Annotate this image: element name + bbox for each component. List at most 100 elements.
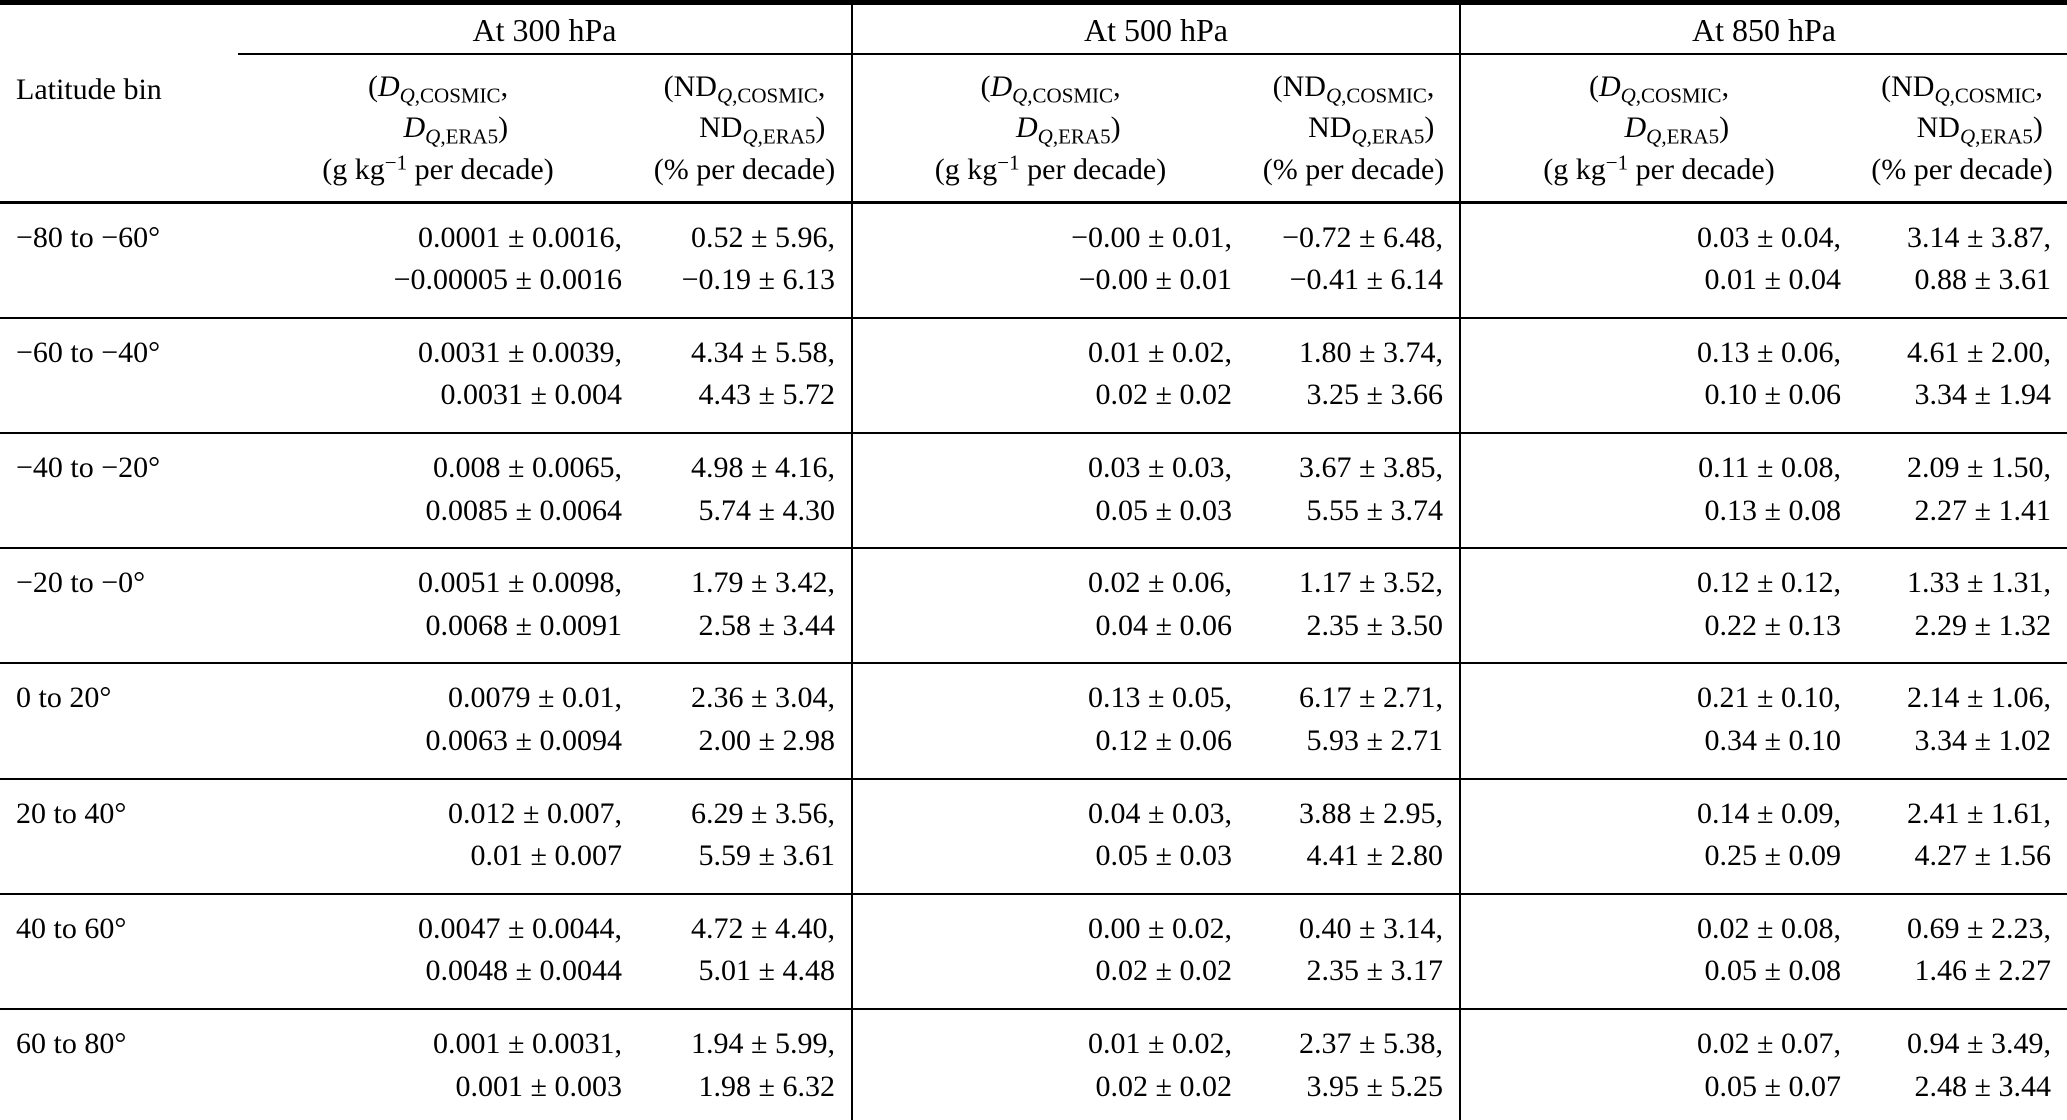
table-header: At 300 hPa At 500 hPa At 850 hPa Latitud… — [0, 2, 2067, 204]
era5-value: 0.04 ± 0.06 — [1095, 608, 1232, 642]
value-cell: 3.88 ± 2.95, 4.41 ± 2.80 — [1248, 778, 1460, 895]
era5-value: 3.34 ± 1.02 — [1914, 724, 2051, 758]
value-cell: 4.98 ± 4.16, 5.74 ± 4.30 — [638, 433, 852, 550]
cosmic-value: 0.13 ± 0.06, — [1697, 335, 1841, 369]
table-row: 60 to 80° 0.001 ± 0.0031, 0.001 ± 0.003 1.9… — [0, 1009, 2067, 1120]
latitude-bin: −60 to −40° — [0, 317, 238, 435]
cosmic-value: 0.01 ± 0.02, — [1088, 335, 1232, 369]
cosmic-value: 1.94 ± 5.99, — [691, 1027, 835, 1060]
value-cell: 0.03 ± 0.04, 0.01 ± 0.04 — [1459, 202, 1857, 319]
cosmic-value: 3.67 ± 3.85, — [1299, 451, 1443, 485]
cosmic-value: 0.12 ± 0.12, — [1697, 566, 1841, 600]
era5-value: 3.25 ± 3.66 — [1306, 378, 1443, 412]
cosmic-value: 0.001 ± 0.0031, — [433, 1027, 622, 1060]
nd-symbol-pair: (NDQ,COSMIC, NDQ,ERA5) — [1272, 70, 1435, 148]
era5-value: 0.10 ± 0.06 — [1704, 378, 1841, 412]
col-header-nd-300: (NDQ,COSMIC, NDQ,ERA5) (% per decade) — [638, 54, 852, 204]
value-cell: 0.94 ± 3.49, 2.48 ± 3.44 — [1857, 1009, 2067, 1120]
value-cell: 0.02 ± 0.08, 0.05 ± 0.08 — [1459, 893, 1857, 1011]
era5-value: 0.0031 ± 0.004 — [440, 378, 622, 412]
cosmic-value: 0.02 ± 0.06, — [1088, 566, 1232, 600]
latitude-bin: 20 to 40° — [0, 778, 238, 895]
cosmic-value: 4.98 ± 4.16, — [691, 451, 835, 485]
value-cell: 0.0031 ± 0.0039, 0.0031 ± 0.004 — [238, 317, 638, 435]
value-cell: 0.02 ± 0.06, 0.04 ± 0.06 — [851, 548, 1248, 665]
value-cell: 0.01 ± 0.02, 0.02 ± 0.02 — [851, 1009, 1248, 1120]
group-header-850hpa: At 850 hPa — [1459, 2, 2067, 56]
value-cell: 0.03 ± 0.03, 0.05 ± 0.03 — [851, 433, 1248, 550]
col-header-d-850: (DQ,COSMIC, DQ,ERA5) (g kg−1 per decade) — [1459, 54, 1857, 204]
table-row: 20 to 40° 0.012 ± 0.007, 0.01 ± 0.007 6.29 … — [0, 778, 2067, 895]
value-cell: 1.94 ± 5.99, 1.98 ± 6.32 — [638, 1009, 852, 1120]
value-cell: 0.0001 ± 0.0016, −0.00005 ± 0.0016 — [238, 202, 638, 319]
cosmic-value: 0.012 ± 0.007, — [448, 796, 622, 830]
era5-value: 0.13 ± 0.08 — [1704, 493, 1841, 527]
latitude-bin: 0 to 20° — [0, 663, 238, 780]
era5-value: 0.01 ± 0.04 — [1704, 263, 1841, 297]
era5-value: 4.27 ± 1.56 — [1914, 839, 2051, 873]
cosmic-value: 2.14 ± 1.06, — [1907, 681, 2051, 715]
latitude-bin: −40 to −20° — [0, 433, 238, 550]
value-cell: 0.21 ± 0.10, 0.34 ± 0.10 — [1459, 663, 1857, 780]
cosmic-value: 2.36 ± 3.04, — [691, 681, 835, 715]
cosmic-value: 0.02 ± 0.07, — [1697, 1027, 1841, 1060]
era5-value: 2.27 ± 1.41 — [1914, 493, 2051, 527]
era5-value: 0.02 ± 0.02 — [1095, 954, 1232, 988]
era5-value: 2.35 ± 3.50 — [1306, 608, 1443, 642]
value-cell: 0.0079 ± 0.01, 0.0063 ± 0.0094 — [238, 663, 638, 780]
era5-value: 0.25 ± 0.09 — [1704, 839, 1841, 873]
era5-value: 0.12 ± 0.06 — [1095, 724, 1232, 758]
value-cell: 2.09 ± 1.50, 2.27 ± 1.41 — [1857, 433, 2067, 550]
era5-value: −0.00005 ± 0.0016 — [393, 263, 622, 297]
cosmic-value: 1.79 ± 3.42, — [691, 566, 835, 600]
cosmic-value: −0.72 ± 6.48, — [1282, 220, 1443, 254]
nd-units: (% per decade) — [1262, 153, 1445, 187]
value-cell: 2.41 ± 1.61, 4.27 ± 1.56 — [1857, 778, 2067, 895]
value-cell: 6.29 ± 3.56, 5.59 ± 3.61 — [638, 778, 852, 895]
era5-value: 0.02 ± 0.02 — [1095, 1069, 1232, 1103]
value-cell: 3.14 ± 3.87, 0.88 ± 3.61 — [1857, 202, 2067, 319]
latitude-bin: 40 to 60° — [0, 893, 238, 1011]
group-header-label: At 500 hPa — [1084, 12, 1228, 48]
cosmic-value: 0.52 ± 5.96, — [691, 220, 835, 254]
value-cell: 3.67 ± 3.85, 5.55 ± 3.74 — [1248, 433, 1460, 550]
latitude-bin-header: Latitude bin — [0, 54, 238, 204]
value-cell: 2.36 ± 3.04, 2.00 ± 2.98 — [638, 663, 852, 780]
value-cell: 6.17 ± 2.71, 5.93 ± 2.71 — [1248, 663, 1460, 780]
latitude-bin: 60 to 80° — [16, 1027, 127, 1060]
cosmic-value: 0.69 ± 2.23, — [1907, 911, 2051, 945]
cosmic-value: 0.94 ± 3.49, — [1907, 1027, 2051, 1060]
table-row: −40 to −20° 0.008 ± 0.0065, 0.0085 ± 0.006… — [0, 433, 2067, 550]
value-cell: 0.012 ± 0.007, 0.01 ± 0.007 — [238, 778, 638, 895]
era5-value: 1.46 ± 2.27 — [1914, 954, 2051, 988]
era5-value: 0.05 ± 0.08 — [1704, 954, 1841, 988]
cosmic-value: 0.02 ± 0.08, — [1697, 911, 1841, 945]
era5-value: 5.55 ± 3.74 — [1306, 493, 1443, 527]
table-body: −80 to −60° 0.0001 ± 0.0016, −0.00005 ± 0.… — [0, 202, 2067, 1120]
value-cell: 0.12 ± 0.12, 0.22 ± 0.13 — [1459, 548, 1857, 665]
value-cell: 4.34 ± 5.58, 4.43 ± 5.72 — [638, 317, 852, 435]
cosmic-value: 0.40 ± 3.14, — [1299, 911, 1443, 945]
d-units: (g kg−1 per decade) — [322, 150, 554, 187]
pressure-level-header-row: At 300 hPa At 500 hPa At 850 hPa — [0, 2, 2067, 56]
table-row: −20 to −0° 0.0051 ± 0.0098, 0.0068 ± 0.009… — [0, 548, 2067, 665]
value-cell: 0.001 ± 0.0031, 0.001 ± 0.003 — [238, 1009, 638, 1120]
era5-value: 0.0048 ± 0.0044 — [425, 954, 622, 988]
value-cell: 0.13 ± 0.05, 0.12 ± 0.06 — [851, 663, 1248, 780]
cosmic-value: 0.0051 ± 0.0098, — [418, 566, 622, 600]
empty-corner-cell — [0, 3, 238, 55]
value-cell: 0.00 ± 0.02, 0.02 ± 0.02 — [851, 893, 1248, 1011]
era5-value: 0.34 ± 0.10 — [1704, 724, 1841, 758]
cosmic-value: 1.80 ± 3.74, — [1299, 335, 1443, 369]
table-row: 0 to 20° 0.0079 ± 0.01, 0.0063 ± 0.0094 2.3… — [0, 663, 2067, 780]
era5-value: 5.01 ± 4.48 — [698, 954, 835, 988]
group-header-label: At 300 hPa — [472, 12, 617, 48]
col-header-d-500: (DQ,COSMIC, DQ,ERA5) (g kg−1 per decade) — [851, 54, 1248, 204]
cosmic-value: 2.09 ± 1.50, — [1907, 451, 2051, 485]
value-cell: 4.72 ± 4.40, 5.01 ± 4.48 — [638, 893, 852, 1011]
cosmic-value: 0.0031 ± 0.0039, — [418, 335, 622, 369]
cosmic-value: 0.00 ± 0.02, — [1088, 911, 1232, 945]
cosmic-value: 2.41 ± 1.61, — [1907, 796, 2051, 830]
